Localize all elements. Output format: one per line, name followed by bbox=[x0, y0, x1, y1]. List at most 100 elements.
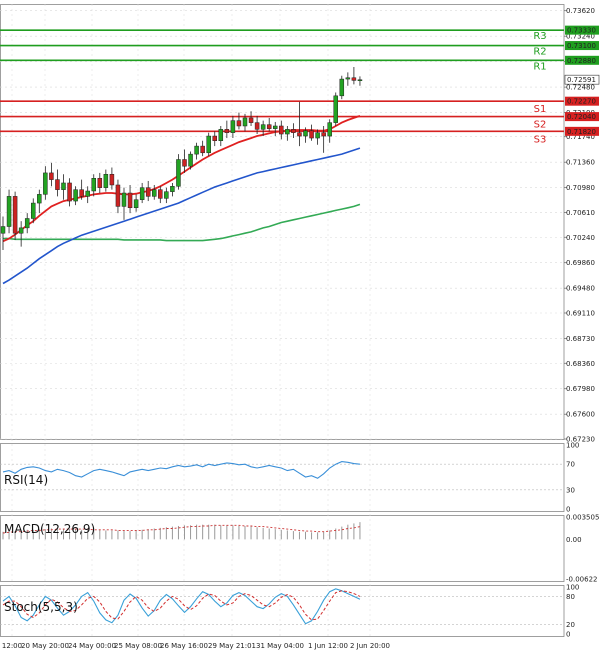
time-tick-label: 24 May 00:00 bbox=[68, 642, 116, 650]
rsi-tick-label: 100 bbox=[566, 442, 579, 450]
candle-body bbox=[85, 190, 90, 197]
candlesticks bbox=[0, 67, 363, 250]
level-name-r2: R2 bbox=[533, 47, 546, 58]
candle-body bbox=[109, 173, 115, 186]
candle-body bbox=[73, 189, 78, 202]
indicator-panes: 100 70 30 0 RSI(14) 0.003505 0.00 -0.00622 MACD(… bbox=[0, 442, 599, 639]
level-price-label: 0.73330 bbox=[567, 27, 596, 35]
level-price-label: 0.72880 bbox=[567, 57, 596, 65]
ma-blue-line bbox=[2, 147, 361, 285]
candle-body bbox=[315, 132, 320, 139]
candle-body bbox=[212, 135, 217, 141]
level-name-r1: R1 bbox=[533, 61, 546, 72]
candle-body bbox=[254, 122, 260, 130]
macd-tick-label: -0.00622 bbox=[566, 576, 597, 584]
stoch-tick-label: 80 bbox=[566, 593, 575, 601]
price-tick-label: 0.72480 bbox=[566, 84, 595, 92]
price-tick-label: 0.70610 bbox=[566, 209, 595, 217]
candle-body bbox=[170, 186, 175, 192]
price-tick-label: 0.68730 bbox=[566, 335, 595, 343]
candle-body bbox=[49, 172, 54, 180]
time-tick-label: 26 May 16:00 bbox=[160, 642, 208, 650]
candle-body bbox=[182, 159, 187, 167]
candle-body bbox=[91, 178, 96, 192]
candle-body bbox=[206, 135, 211, 154]
candle-body bbox=[339, 78, 345, 97]
price-tick-label: 0.67980 bbox=[566, 385, 595, 393]
time-tick-label: 20 May 20:00 bbox=[21, 642, 69, 650]
candle-body bbox=[145, 187, 151, 197]
candle-body bbox=[260, 124, 266, 130]
time-tick-label: 25 May 08:00 bbox=[114, 642, 162, 650]
rsi-line bbox=[2, 461, 361, 479]
level-price-box bbox=[565, 126, 599, 136]
candle-body bbox=[248, 117, 254, 123]
macd-label: MACD(12,26,9) bbox=[4, 522, 95, 536]
candle-body bbox=[357, 79, 363, 81]
moving-averages bbox=[2, 115, 361, 285]
candle-body bbox=[97, 178, 103, 188]
candle-body bbox=[333, 95, 338, 123]
pane-frame-3 bbox=[0, 585, 565, 637]
level-price-label: 0.71820 bbox=[567, 128, 596, 136]
rsi-tick-label: 70 bbox=[566, 461, 575, 469]
candle-body bbox=[351, 77, 357, 81]
candle-body bbox=[115, 184, 121, 207]
candle-body bbox=[321, 132, 326, 137]
stoch-tick-label: 100 bbox=[566, 584, 579, 592]
level-price-box bbox=[565, 96, 599, 106]
candle-body bbox=[139, 187, 145, 200]
candle-body bbox=[218, 129, 224, 141]
level-price-label: 0.73100 bbox=[567, 42, 596, 50]
price-tick-label: 0.67230 bbox=[566, 436, 595, 444]
candle-body bbox=[24, 218, 30, 229]
level-price-box bbox=[565, 112, 599, 122]
candle-body bbox=[18, 227, 24, 234]
price-tick-label: 0.69480 bbox=[566, 285, 595, 293]
time-tick-label: 29 May 21:01 bbox=[208, 642, 256, 650]
candle-body bbox=[31, 202, 36, 219]
candle-body bbox=[236, 120, 242, 127]
rsi-tick-label: 0 bbox=[566, 506, 570, 514]
candle-body bbox=[164, 191, 169, 199]
candle-body bbox=[194, 145, 199, 155]
candle-body bbox=[133, 199, 139, 209]
candle-body bbox=[79, 189, 84, 197]
price-tick-label: 0.70240 bbox=[566, 234, 595, 242]
candle-body bbox=[291, 129, 296, 133]
stoch-main-line bbox=[2, 588, 361, 625]
price-tick-label: 0.73240 bbox=[566, 33, 595, 41]
candle-body bbox=[12, 196, 18, 234]
current-price-label: 0.72591 bbox=[567, 76, 596, 84]
candle-body bbox=[103, 173, 109, 188]
stoch-signal-line bbox=[2, 590, 361, 621]
candle-body bbox=[297, 132, 302, 137]
level-name-s2: S2 bbox=[534, 120, 547, 131]
candle-body bbox=[309, 130, 314, 139]
candle-body bbox=[242, 117, 248, 127]
candle-body bbox=[279, 125, 284, 135]
candle-body bbox=[200, 145, 205, 154]
macd-tick-label: 0.003505 bbox=[566, 514, 599, 522]
time-tick-label: 12:00 bbox=[2, 642, 22, 650]
candle-body bbox=[176, 159, 181, 187]
candle-body bbox=[55, 179, 60, 190]
candle-body bbox=[303, 130, 308, 137]
level-price-box bbox=[565, 55, 599, 65]
grid-lines bbox=[0, 4, 564, 636]
time-tick-label: 31 May 04:00 bbox=[256, 642, 304, 650]
candle-body bbox=[224, 129, 230, 133]
stoch-tick-label: 20 bbox=[566, 621, 575, 629]
candle-body bbox=[285, 129, 290, 135]
price-tick-label: 0.68360 bbox=[566, 360, 595, 368]
ma-green-line bbox=[3, 203, 361, 242]
level-name-r3: R3 bbox=[533, 31, 546, 42]
pane-frames bbox=[0, 4, 565, 637]
rsi-label: RSI(14) bbox=[4, 473, 48, 487]
time-tick-label: 1 Jun 12:00 bbox=[308, 642, 348, 650]
level-price-label: 0.72040 bbox=[567, 113, 596, 121]
price-axis: 0.736200.732400.728600.724800.721000.717… bbox=[564, 7, 600, 444]
candle-body bbox=[345, 77, 351, 80]
